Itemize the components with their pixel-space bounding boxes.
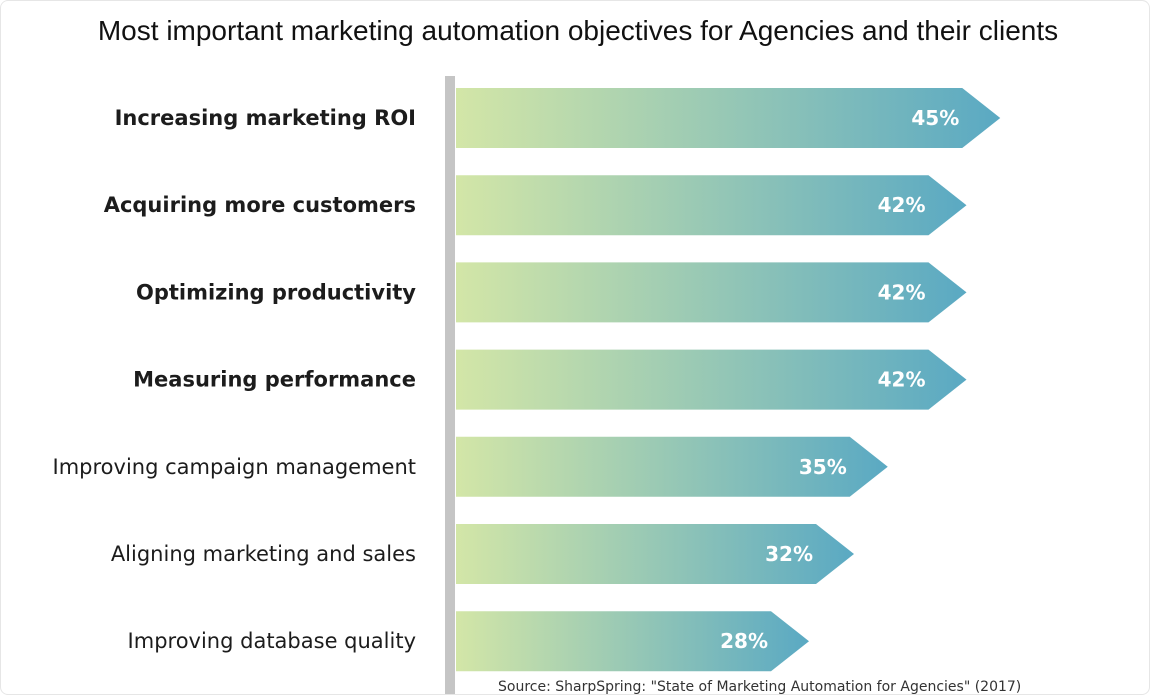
category-label: Measuring performance <box>133 368 416 392</box>
bar <box>456 175 967 236</box>
bar <box>456 349 967 410</box>
value-label: 42% <box>878 368 926 392</box>
bars-group <box>456 88 1001 672</box>
source-note: Source: SharpSpring: "State of Marketing… <box>498 679 1022 695</box>
category-label: Improving database quality <box>128 629 416 653</box>
category-label: Aligning marketing and sales <box>111 542 416 566</box>
bar <box>456 436 888 497</box>
bar <box>456 524 854 584</box>
value-label: 42% <box>878 193 926 217</box>
category-label: Increasing marketing ROI <box>115 106 416 130</box>
value-label: 28% <box>720 629 768 653</box>
value-label: 45% <box>911 106 959 130</box>
category-label: Acquiring more customers <box>104 193 416 217</box>
y-axis-line <box>445 76 455 694</box>
bar <box>456 611 809 672</box>
category-label: Improving campaign management <box>53 455 416 479</box>
value-label: 35% <box>799 455 847 479</box>
chart-title: Most important marketing automation obje… <box>97 15 1059 46</box>
category-label: Optimizing productivity <box>136 280 416 304</box>
value-label: 42% <box>878 280 926 304</box>
value-label: 32% <box>765 542 813 566</box>
bar <box>456 88 1001 148</box>
bar <box>456 262 967 323</box>
